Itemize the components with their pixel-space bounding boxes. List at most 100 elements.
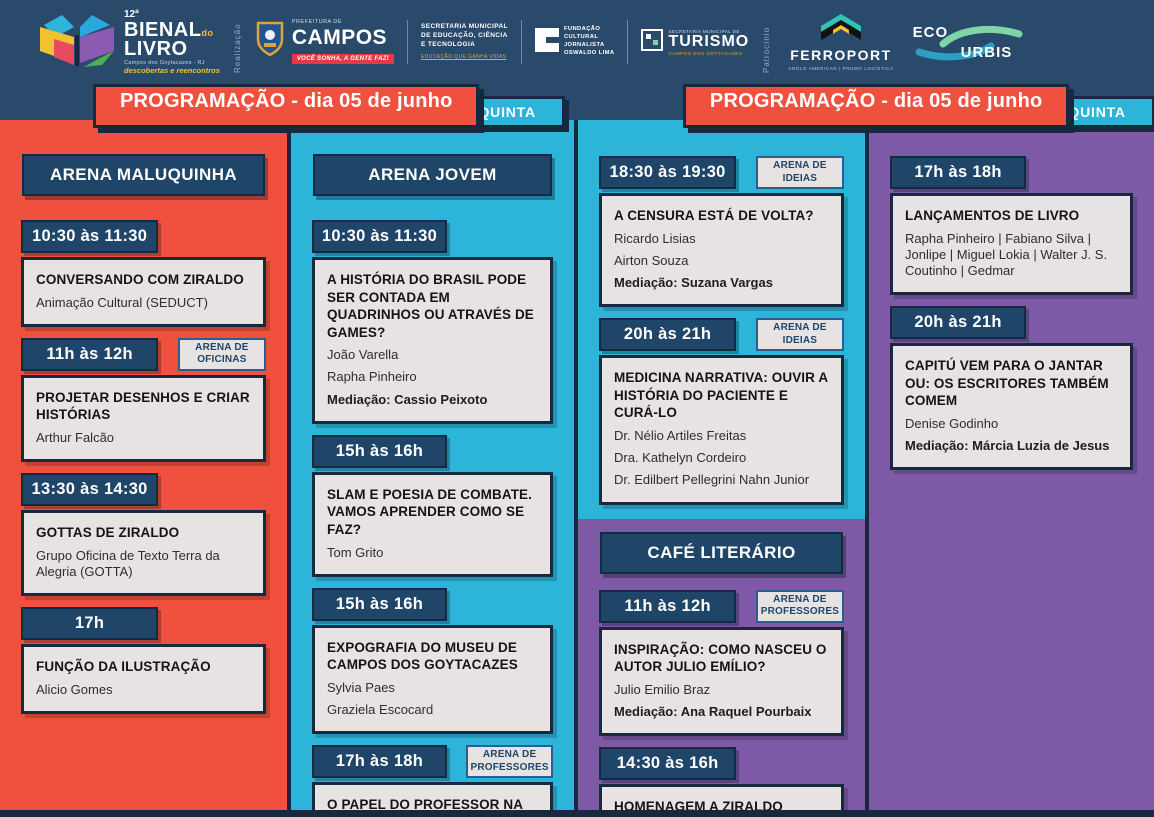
arena-title: ARENA JOVEM xyxy=(313,154,552,196)
event-time-row: 11h às 12h ARENA DE PROFESSORES xyxy=(599,589,844,623)
program-banner: PROGRAMAÇÃO - dia 05 de junho xyxy=(682,84,1070,128)
event-card: SLAM E POESIA DE COMBATE. VAMOS APRENDER… xyxy=(312,471,553,577)
column-arena-jovem: ARENA JOVEM 10:30 às 11:30 A HISTÓRIA DO B… xyxy=(291,120,574,810)
campos-crest-icon xyxy=(255,20,285,65)
bienal-word-do: do xyxy=(201,27,214,38)
turismo-pretitle: SECRETARIA MUNICIPAL DE xyxy=(668,28,740,34)
event-title: CONVERSANDO COM ZIRALDO xyxy=(36,272,244,287)
event-title: MEDICINA NARRATIVA: OUVIR A HISTÓRIA DO … xyxy=(614,370,828,421)
event-time-row: 17h às 18h ARENA DE PROFESSORES xyxy=(312,745,553,779)
event-title: INSPIRAÇÃO: COMO NASCEU O AUTOR JULIO EM… xyxy=(614,641,827,675)
bienal-tagline: descobertas e reencontros xyxy=(124,66,220,75)
logo-divider xyxy=(406,20,408,64)
event-speaker: Dra. Kathelyn Cordeiro xyxy=(614,450,747,466)
panel: ARENA MALUQUINHA 10:30 às 11:30 CONVERSAND… xyxy=(0,120,287,810)
event-mediation: Mediação: Ana Raquel Pourbaix xyxy=(614,704,812,720)
event-mediation: Mediação: Márcia Luzia de Jesus xyxy=(905,438,1110,454)
logo-divider xyxy=(520,20,522,64)
arena-badge: ARENA DE PROFESSORES xyxy=(755,589,844,623)
arena-badge: ARENA DE OFICINAS xyxy=(177,337,266,371)
time-chip: 18:30 às 19:30 xyxy=(599,156,737,189)
event-time-row: 14:30 às 16h xyxy=(599,747,844,781)
event-time-row: 20h às 21h ARENA DE IDEIAS xyxy=(599,318,844,352)
ferroport-subtitle: ANGLO AMERICAN | PRUMO LOGÍSTICA xyxy=(788,65,894,71)
ecourbis-logo: ECO URBIS xyxy=(913,18,1025,66)
event-card: LANÇAMENTOS DE LIVRO Rapha Pinheiro | Fab… xyxy=(890,193,1133,296)
time-chip: 10:30 às 11:30 xyxy=(312,220,447,253)
bienal-logo-text: 12ª BIENALdo LIVRO Campos dos Goytacazes… xyxy=(124,8,220,75)
arena-badge-line: ARENA DE xyxy=(482,749,537,761)
time-chip: 15h às 16h xyxy=(312,587,447,621)
ferroport-chevron-icon xyxy=(819,13,863,45)
event-speaker: Julio Emilio Braz xyxy=(614,681,711,697)
turismo-name: TURISMO xyxy=(668,32,750,50)
banner-row: PROGRAMAÇÃO - dia 05 de junho QUINTA PRO… xyxy=(0,84,1154,128)
event-time-row: 17h às 18h xyxy=(890,156,1133,189)
event-time-row: 11h às 12h ARENA DE OFICINAS xyxy=(21,337,266,371)
arena-badge-line: ARENA DE xyxy=(773,593,827,605)
event-title: GOTTAS DE ZIRALDO xyxy=(36,525,180,541)
logo-divider xyxy=(627,20,629,64)
arena-badge-line: ARENA DE xyxy=(195,341,249,353)
event-card: O PAPEL DO PROFESSOR NA CONSTRUÇÃO DO AU… xyxy=(312,782,553,810)
panel: ARENA JOVEM 10:30 às 11:30 A HISTÓRIA DO B… xyxy=(291,120,574,810)
event-speaker: Dr. Nélio Artiles Freitas xyxy=(614,427,747,443)
open-book-icon xyxy=(38,11,116,74)
event-card: CAPITÚ VEM PARA O JANTAR OU: OS ESCRITOR… xyxy=(890,343,1133,471)
time-chip: 10:30 às 11:30 xyxy=(21,220,159,253)
event-speaker: Denise Godinho xyxy=(905,415,999,431)
event-time-row: 15h às 16h xyxy=(312,434,553,468)
arena-badge-line: ARENA DE xyxy=(773,160,827,171)
event-speaker: Arthur Falcão xyxy=(36,429,115,445)
realizacao-label: Realização xyxy=(232,23,242,73)
time-chip: 13:30 às 14:30 xyxy=(21,473,159,507)
column-arena-maluquinha: ARENA MALUQUINHA 10:30 às 11:30 CONVERSAND… xyxy=(0,120,287,810)
event-speaker: João Varella xyxy=(327,347,399,363)
event-card: FUNÇÃO DA ILUSTRAÇÃO Alicio Gomes xyxy=(21,644,266,714)
event-time-row: 10:30 às 11:30 xyxy=(312,220,553,253)
bienal-edition: 12ª xyxy=(124,8,139,20)
event-time-row: 18:30 às 19:30 ARENA DE IDEIAS xyxy=(599,156,844,189)
event-speaker: Alicio Gomes xyxy=(36,681,113,697)
secretaria-line: SECRETARIA MUNICIPAL xyxy=(420,23,508,31)
banner-group-left: PROGRAMAÇÃO - dia 05 de junho QUINTA xyxy=(93,84,565,128)
fundacao-line: CULTURAL xyxy=(563,34,599,41)
event-title: CAPITÚ VEM PARA O JANTAR OU: OS ESCRITOR… xyxy=(905,358,1109,409)
secretaria-line: E TECNOLOGIA xyxy=(420,41,476,48)
time-chip: 20h às 21h xyxy=(890,306,1027,340)
arena-title: CAFÉ LITERÁRIO xyxy=(600,531,843,574)
column-lancamentos: 17h às 18h LANÇAMENTOS DE LIVRO Rapha Pinh… xyxy=(869,120,1154,810)
bienal-logo: 12ª BIENALdo LIVRO Campos dos Goytacazes… xyxy=(38,8,220,75)
panel: 17h às 18h LANÇAMENTOS DE LIVRO Rapha Pinh… xyxy=(869,120,1154,810)
arena-title: ARENA MALUQUINHA xyxy=(22,154,265,196)
turismo-mark-icon xyxy=(641,28,664,56)
ecourbis-word-eco: ECO xyxy=(912,24,949,41)
event-mediation: Mediação: Cassio Peixoto xyxy=(327,391,488,407)
event-title: LANÇAMENTOS DE LIVRO xyxy=(905,208,1080,223)
patrocinio-label: Patrocínio xyxy=(762,26,772,73)
arena-badge-line: OFICINAS xyxy=(197,354,247,366)
event-card: GOTTAS DE ZIRALDO Grupo Oficina de Texto … xyxy=(21,510,266,597)
time-chip: 14:30 às 16h xyxy=(599,747,737,781)
bienal-word-2: LIVRO xyxy=(124,37,188,60)
secretaria-line: DE EDUCAÇÃO, CIÊNCIA xyxy=(420,32,508,40)
event-title: SLAM E POESIA DE COMBATE. VAMOS APRENDER… xyxy=(327,486,533,538)
campos-logo-text: PREFEITURA DE CAMPOS VOCÊ SONHA, A GENTE… xyxy=(291,20,394,64)
event-title: A CENSURA ESTÁ DE VOLTA? xyxy=(614,208,814,223)
ferroport-name: FERROPORT xyxy=(790,46,892,63)
arena-badge: ARENA DE IDEIAS xyxy=(755,318,844,352)
event-mediation: Mediação: Suzana Vargas xyxy=(614,275,773,291)
secretaria-slogan: EDUCAÇÃO QUE GANHA VIDAS xyxy=(420,53,507,60)
time-chip: 20h às 21h xyxy=(599,318,737,352)
banner-group-right: PROGRAMAÇÃO - dia 05 de junho QUINTA xyxy=(682,84,1154,128)
panel: CAFÉ LITERÁRIO 11h às 12h ARENA DE PROFESSO… xyxy=(578,518,865,810)
fundacao-line: JORNALISTA xyxy=(563,42,605,48)
time-chip: 17h xyxy=(21,607,159,641)
arena-badge: ARENA DE IDEIAS xyxy=(755,156,844,189)
event-title: O PAPEL DO PROFESSOR NA CONSTRUÇÃO DO AU… xyxy=(327,797,523,810)
event-card: INSPIRAÇÃO: COMO NASCEU O AUTOR JULIO EM… xyxy=(599,626,844,737)
ferroport-logo: FERROPORT ANGLO AMERICAN | PRUMO LOGÍSTI… xyxy=(788,13,894,71)
turismo-text: SECRETARIA MUNICIPAL DE TURISMO CAMPOS D… xyxy=(668,29,749,56)
time-chip: 17h às 18h xyxy=(890,156,1027,189)
fundacao-line: OSWALDO LIMA xyxy=(563,49,615,56)
